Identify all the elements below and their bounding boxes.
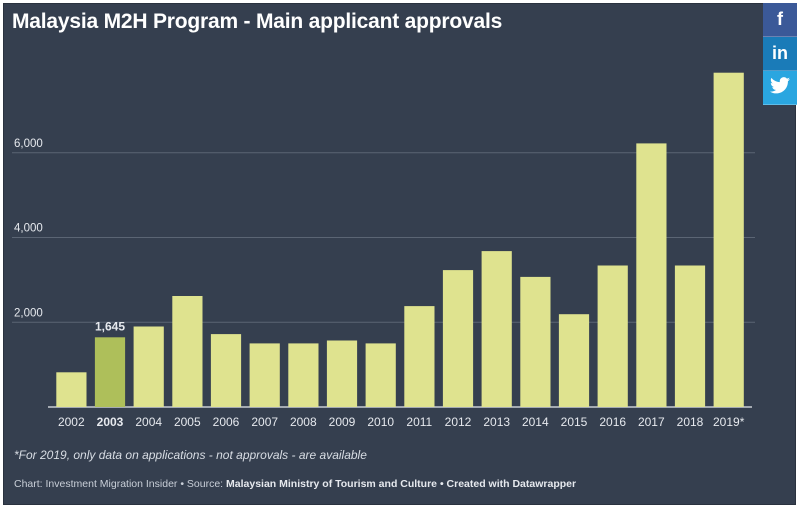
bar-2005[interactable] [172, 296, 203, 407]
facebook-share-button[interactable]: f [763, 3, 797, 37]
y-tick-label: 6,000 [14, 138, 43, 150]
linkedin-share-button[interactable]: in [763, 37, 797, 71]
twitter-share-button[interactable] [763, 71, 797, 105]
x-tick-label: 2016 [599, 415, 626, 429]
bar-2009[interactable] [326, 340, 358, 408]
x-tick-label: 2018 [677, 415, 704, 429]
bar-2008[interactable] [288, 343, 319, 407]
y-tick-label: 2,000 [14, 307, 43, 319]
x-tick-label: 2019* [713, 415, 745, 429]
x-tick-label: 2008 [290, 415, 317, 429]
bar-2013[interactable] [481, 251, 512, 407]
linkedin-icon: in [772, 43, 788, 63]
footnote: *For 2019, only data on applications - n… [14, 448, 367, 462]
share-bar: f in [763, 3, 797, 105]
bar-2012[interactable] [442, 270, 474, 407]
credits-source: Malaysian Ministry of Tourism and Cultur… [226, 478, 438, 490]
chart-credits: Chart: Investment Migration Insider • So… [14, 478, 576, 490]
x-tick-label: 2011 [406, 415, 432, 429]
x-tick-label: 2003 [97, 415, 124, 429]
labels: 2,000 4,000 6,000 2002 2003 1,645 2004 2005 2006… [14, 138, 745, 429]
x-tick-label: 2010 [367, 415, 394, 429]
x-tick-label: 2009 [329, 415, 356, 429]
bars [56, 72, 744, 408]
bar-2017[interactable] [636, 143, 667, 407]
credits-created-with: Created with Datawrapper [446, 478, 577, 490]
bar-2007[interactable] [249, 343, 280, 407]
credits-separator: • [437, 478, 447, 490]
bar-2019[interactable] [713, 72, 744, 407]
chart-title: Malaysia M2H Program - Main applicant ap… [12, 10, 503, 33]
bar-2014[interactable] [520, 276, 551, 407]
x-tick-label: 2015 [561, 415, 588, 429]
x-tick-label: 2005 [174, 415, 201, 429]
twitter-icon [770, 76, 790, 99]
x-tick-label: 2007 [251, 415, 278, 429]
y-tick-label: 4,000 [14, 223, 43, 235]
x-tick-label: 2013 [483, 415, 510, 429]
x-tick-label: 2002 [58, 415, 85, 429]
x-tick-label: 2012 [445, 415, 472, 429]
gridlines [12, 152, 755, 408]
bar-chart: 2,000 4,000 6,000 2002 2003 1,645 2004 2005 2006… [12, 72, 755, 429]
bar-2016[interactable] [597, 265, 628, 408]
credits-prefix: Chart: Investment Migration Insider • So… [14, 478, 227, 490]
bar-2011[interactable] [404, 306, 435, 407]
x-tick-label: 2017 [638, 415, 665, 429]
x-tick-label: 2014 [522, 415, 549, 429]
bar-2015[interactable] [558, 314, 590, 407]
bar-2010[interactable] [365, 343, 396, 407]
bar-2004[interactable] [133, 326, 164, 408]
bar-2006[interactable] [210, 334, 242, 407]
facebook-icon: f [777, 9, 783, 29]
bar-2002[interactable] [56, 372, 87, 407]
x-tick-label: 2004 [135, 415, 162, 429]
data-label: 1,645 [95, 319, 125, 333]
x-tick-label: 2006 [213, 415, 240, 429]
bar-2003[interactable] [94, 337, 126, 407]
bar-2018[interactable] [674, 265, 706, 408]
